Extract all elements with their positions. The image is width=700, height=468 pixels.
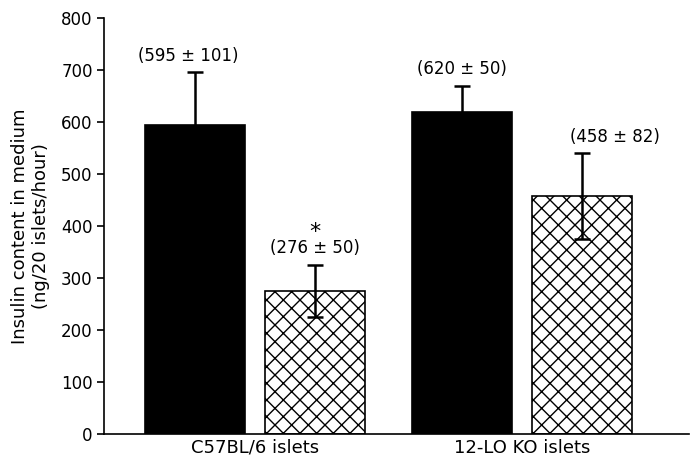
Text: (595 ± 101): (595 ± 101) bbox=[138, 47, 238, 65]
Text: (620 ± 50): (620 ± 50) bbox=[417, 60, 507, 79]
Bar bbox=[265, 291, 365, 434]
Text: (458 ± 82): (458 ± 82) bbox=[570, 128, 660, 146]
Text: *: * bbox=[309, 222, 321, 241]
Bar bbox=[144, 124, 245, 434]
Text: (276 ± 50): (276 ± 50) bbox=[270, 239, 360, 257]
Y-axis label: Insulin content in medium
(ng/20 islets/hour): Insulin content in medium (ng/20 islets/… bbox=[11, 108, 50, 344]
Bar bbox=[412, 112, 512, 434]
Bar bbox=[532, 196, 632, 434]
